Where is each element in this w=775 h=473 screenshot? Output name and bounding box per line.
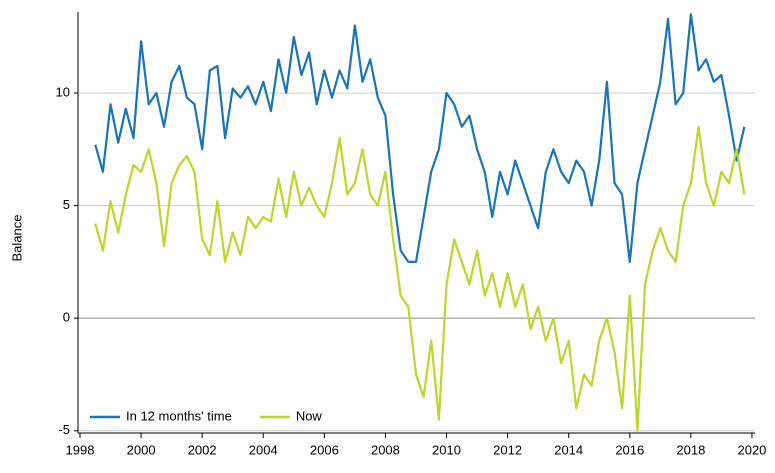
y-tick-label: 0 [63, 310, 70, 325]
series-line [94, 13, 746, 263]
x-tick-label: 2000 [127, 442, 156, 457]
legend: In 12 months' time Now [86, 407, 346, 427]
series-line [94, 125, 746, 432]
legend-box [86, 407, 346, 427]
x-tick-label: 2002 [188, 442, 217, 457]
x-tick-label: 2004 [249, 442, 278, 457]
x-tick-label: 2016 [615, 442, 644, 457]
y-tick-label: 5 [63, 197, 70, 212]
x-tick-label: 2014 [554, 442, 583, 457]
x-tick-label: 2008 [371, 442, 400, 457]
y-tick-label: -5 [58, 422, 70, 437]
x-tick-label: 2006 [310, 442, 339, 457]
x-tick-label: 2012 [493, 442, 522, 457]
legend-label: In 12 months' time [126, 408, 232, 423]
y-axis-label: Balance [9, 215, 24, 262]
x-tick-label: 1998 [66, 442, 95, 457]
x-tick-label: 2018 [676, 442, 705, 457]
y-tick-label: 10 [56, 84, 70, 99]
legend-label: Now [296, 408, 323, 423]
x-tick-label: 2010 [432, 442, 461, 457]
x-tick-label: 2020 [737, 442, 766, 457]
